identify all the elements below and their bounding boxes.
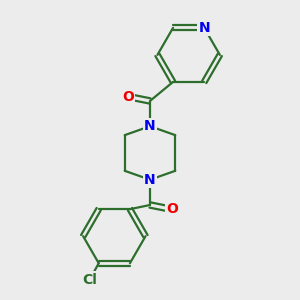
Text: Cl: Cl — [82, 273, 97, 286]
Text: N: N — [144, 173, 156, 187]
Text: O: O — [122, 89, 134, 103]
Text: O: O — [167, 202, 178, 216]
Text: N: N — [198, 21, 210, 35]
Text: N: N — [144, 119, 156, 133]
